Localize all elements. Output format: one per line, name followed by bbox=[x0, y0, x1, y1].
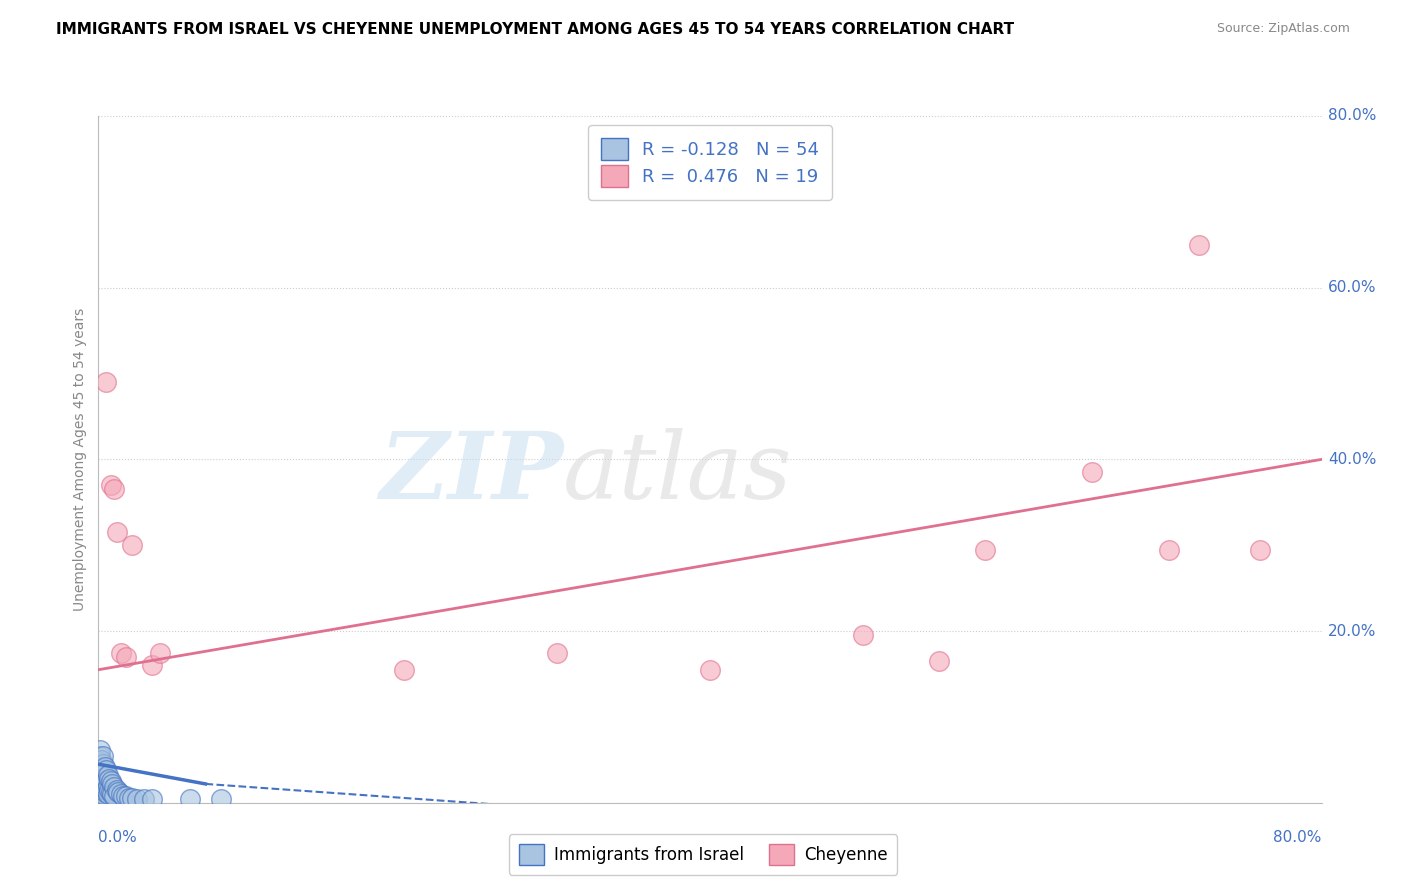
Point bbox=[125, 791, 148, 805]
Point bbox=[90, 761, 112, 775]
Y-axis label: Unemployment Among Ages 45 to 54 years: Unemployment Among Ages 45 to 54 years bbox=[73, 308, 87, 611]
Point bbox=[97, 787, 120, 801]
Point bbox=[90, 783, 112, 797]
Point bbox=[141, 792, 163, 806]
Point bbox=[98, 772, 121, 786]
Point bbox=[179, 791, 201, 805]
Point bbox=[97, 768, 120, 782]
Text: 20.0%: 20.0% bbox=[1327, 624, 1376, 639]
Point bbox=[91, 748, 114, 763]
Point bbox=[134, 792, 156, 806]
Legend: R = -0.128   N = 54, R =  0.476   N = 19: R = -0.128 N = 54, R = 0.476 N = 19 bbox=[588, 125, 832, 200]
Point bbox=[209, 792, 232, 806]
Point bbox=[89, 748, 111, 763]
Text: atlas: atlas bbox=[564, 428, 793, 518]
Point bbox=[141, 658, 163, 673]
Point bbox=[97, 779, 120, 793]
Point bbox=[1188, 237, 1211, 252]
Point bbox=[115, 649, 138, 664]
Point bbox=[93, 785, 115, 799]
Point bbox=[93, 760, 115, 774]
Point bbox=[93, 770, 115, 784]
Text: 40.0%: 40.0% bbox=[1327, 452, 1376, 467]
Text: 80.0%: 80.0% bbox=[1274, 830, 1322, 846]
Point bbox=[89, 789, 111, 803]
Point bbox=[100, 478, 122, 492]
Point bbox=[118, 790, 141, 805]
Point bbox=[107, 785, 129, 799]
Point bbox=[974, 542, 997, 557]
Point bbox=[149, 646, 172, 660]
Point bbox=[89, 780, 111, 795]
Point bbox=[110, 787, 132, 801]
Point bbox=[89, 777, 111, 791]
Point bbox=[94, 783, 117, 797]
Point bbox=[852, 628, 875, 642]
Point bbox=[91, 780, 114, 795]
Point bbox=[89, 772, 111, 786]
Point bbox=[89, 791, 111, 805]
Point bbox=[105, 783, 128, 797]
Point bbox=[91, 772, 114, 786]
Point bbox=[94, 763, 117, 777]
Point bbox=[91, 765, 114, 780]
Point bbox=[89, 755, 111, 769]
Point bbox=[94, 774, 117, 789]
Point bbox=[90, 789, 112, 803]
Text: IMMIGRANTS FROM ISRAEL VS CHEYENNE UNEMPLOYMENT AMONG AGES 45 TO 54 YEARS CORREL: IMMIGRANTS FROM ISRAEL VS CHEYENNE UNEMP… bbox=[56, 22, 1014, 37]
Point bbox=[546, 646, 568, 660]
Point bbox=[91, 757, 114, 772]
Text: 0.0%: 0.0% bbox=[98, 830, 138, 846]
Point bbox=[101, 787, 124, 801]
Point bbox=[115, 789, 138, 803]
Point bbox=[928, 654, 950, 668]
Point bbox=[110, 646, 132, 660]
Point bbox=[121, 790, 143, 805]
Point bbox=[1249, 542, 1271, 557]
Point bbox=[89, 760, 111, 774]
Point bbox=[103, 483, 125, 497]
Point bbox=[90, 774, 112, 789]
Point bbox=[94, 375, 117, 389]
Point bbox=[699, 663, 721, 677]
Point bbox=[90, 768, 112, 782]
Point bbox=[1081, 465, 1104, 479]
Text: 80.0%: 80.0% bbox=[1327, 109, 1376, 123]
Point bbox=[103, 780, 125, 795]
Text: 60.0%: 60.0% bbox=[1327, 280, 1376, 295]
Point bbox=[101, 777, 124, 791]
Point bbox=[103, 789, 125, 803]
Text: ZIP: ZIP bbox=[380, 428, 564, 518]
Point bbox=[93, 779, 115, 793]
Point bbox=[100, 785, 122, 799]
Point bbox=[392, 663, 416, 677]
Point bbox=[111, 789, 134, 803]
Point bbox=[90, 753, 112, 767]
Point bbox=[1157, 542, 1180, 557]
Point bbox=[89, 742, 111, 756]
Point bbox=[98, 783, 121, 797]
Point bbox=[89, 785, 111, 799]
Point bbox=[121, 538, 143, 552]
Point bbox=[90, 763, 112, 777]
Point bbox=[91, 787, 114, 801]
Point bbox=[89, 765, 111, 780]
Legend: Immigrants from Israel, Cheyenne: Immigrants from Israel, Cheyenne bbox=[509, 834, 897, 875]
Text: Source: ZipAtlas.com: Source: ZipAtlas.com bbox=[1216, 22, 1350, 36]
Point bbox=[100, 774, 122, 789]
Point bbox=[105, 525, 128, 540]
